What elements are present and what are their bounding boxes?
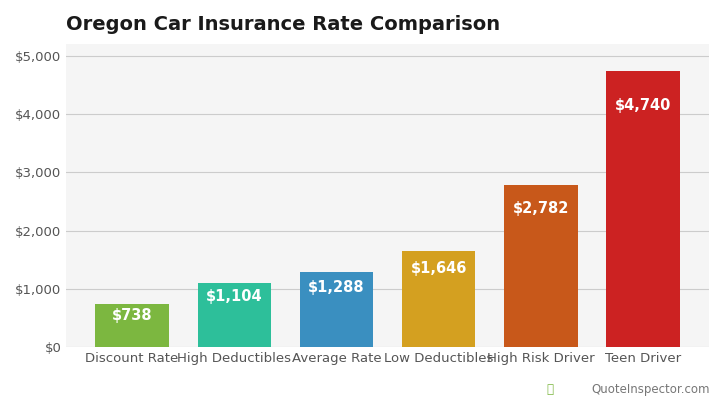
Text: QuoteInspector.com: QuoteInspector.com [591,383,710,396]
Text: $1,646: $1,646 [411,261,467,276]
Text: $2,782: $2,782 [513,201,569,216]
Text: Ⓢ: Ⓢ [547,383,554,396]
Bar [504,185,578,347]
Bar [402,251,476,347]
Text: Oregon Car Insurance Rate Comparison: Oregon Car Insurance Rate Comparison [66,15,500,34]
Text: $1,288: $1,288 [308,280,365,294]
Bar [606,71,680,347]
Text: $738: $738 [111,308,153,324]
Bar [198,283,271,347]
Bar [96,304,169,347]
Text: $4,740: $4,740 [615,98,671,113]
Text: $1,104: $1,104 [206,289,263,304]
Bar [300,272,374,347]
